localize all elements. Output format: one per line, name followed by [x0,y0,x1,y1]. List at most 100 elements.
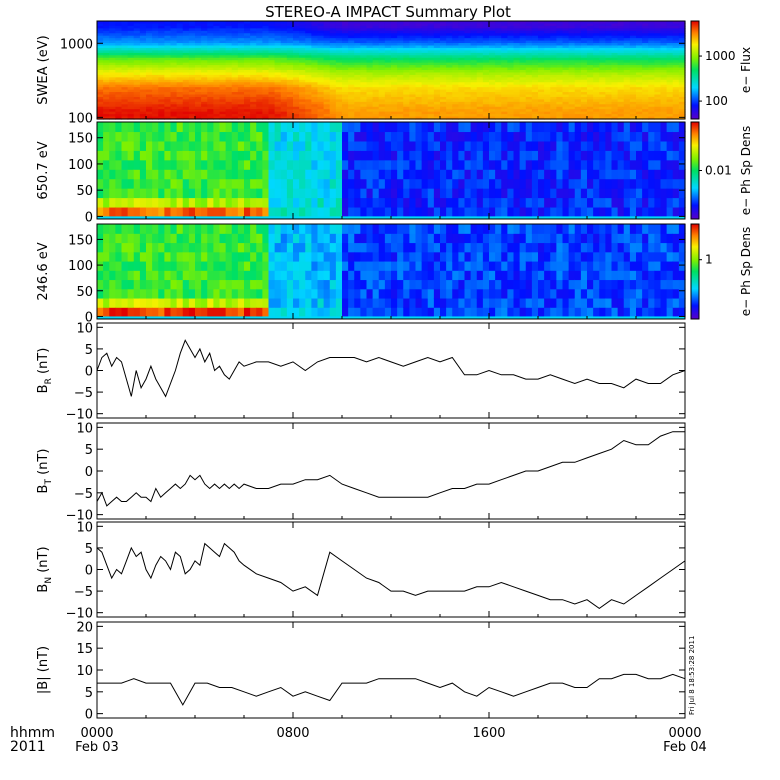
heatmap-cell [360,62,368,66]
heatmap-cell [244,82,251,86]
heatmap-cell [201,43,208,47]
heatmap-cell [286,92,294,96]
heatmap-cell [617,84,625,88]
heatmap-cell [213,60,221,64]
heatmap-cell [666,188,674,199]
heatmap-cell [237,77,245,81]
heatmap-cell [617,89,625,93]
heatmap-cell [305,77,312,81]
heatmap-cell [427,169,435,180]
heatmap-cell [164,104,172,108]
heatmap-cell [195,47,202,51]
heatmap-cell [323,21,331,25]
heatmap-cell [274,94,282,98]
heatmap-cell [599,89,606,93]
heatmap-cell [97,150,104,161]
heatmap-cell [525,35,533,39]
heatmap-cell [231,159,239,170]
heatmap-cell [599,106,606,110]
heatmap-cell [109,89,116,93]
heatmap-cell [507,79,515,83]
heatmap-cell [574,82,582,86]
heatmap-cell [133,55,141,59]
heatmap-cell [605,188,613,199]
heatmap-cell [562,45,570,49]
heatmap-cell [464,35,472,39]
heatmap-cell [648,150,655,161]
heatmap-cell [348,62,355,66]
heatmap-cell [672,65,680,69]
heatmap-cell [599,65,606,69]
heatmap-cell [335,122,343,133]
heatmap-cell [213,79,221,83]
heatmap-cell [452,104,459,108]
heatmap-cell [262,65,270,69]
heatmap-cell [305,65,312,69]
heatmap-cell [299,30,306,34]
heatmap-cell [550,122,557,133]
heatmap-cell [458,169,466,180]
heatmap-cell [562,114,570,118]
heatmap-cell [654,60,662,64]
heatmap-cell [501,40,508,44]
heatmap-cell [397,96,404,100]
heatmap-cell [580,62,588,66]
heatmap-cell [164,197,172,208]
heatmap-cell [133,178,141,189]
heatmap-cell [538,96,545,100]
heatmap-cell [642,30,649,34]
heatmap-cell [158,25,165,29]
heatmap-cell [489,57,496,61]
heatmap-cell [452,96,459,100]
heatmap-cell [513,106,521,110]
heatmap-cell [139,65,147,69]
heatmap-cell [587,23,594,27]
heatmap-cell [256,45,263,49]
heatmap-cell [397,169,404,180]
heatmap-cell [593,62,600,66]
heatmap-cell [648,33,655,37]
heatmap-cell [550,82,557,86]
heatmap-cell [587,72,594,76]
heatmap-cell [409,94,417,98]
heatmap-cell [329,104,337,108]
heatmap-cell [470,188,478,199]
heatmap-cell [152,131,159,142]
heatmap-cell [164,101,172,105]
heatmap-cell [440,30,447,34]
heatmap-cell [458,188,466,199]
heatmap-cell [170,47,178,51]
heatmap-cell [458,67,466,71]
heatmap-cell [642,188,649,199]
heatmap-cell [115,33,123,37]
heatmap-cell [666,159,674,170]
heatmap-cell [617,33,625,37]
heatmap-cell [519,38,527,42]
heatmap-cell [415,60,423,64]
heatmap-cell [311,25,319,29]
heatmap-cell [286,96,294,100]
heatmap-cell [525,23,533,27]
heatmap-cell [213,23,221,27]
heatmap-cell [133,279,141,290]
heatmap-cell [391,25,398,29]
heatmap-cell [280,197,288,208]
heatmap-cell [305,72,312,76]
heatmap-cell [378,99,386,103]
heatmap-cell [293,114,300,118]
heatmap-cell [146,74,153,78]
heatmap-cell [146,84,153,88]
heatmap-cell [648,84,655,88]
heatmap-cell [164,159,172,170]
heatmap-cell [458,52,466,56]
heatmap-cell [648,197,655,208]
heatmap-cell [146,70,153,74]
heatmap-cell [593,89,600,93]
heatmap-cell [139,307,147,318]
heatmap-cell [513,150,521,161]
heatmap-cell [452,114,459,118]
heatmap-cell [305,60,312,64]
heatmap-cell [329,150,337,161]
heatmap-cell [225,45,233,49]
heatmap-cell [580,55,588,59]
